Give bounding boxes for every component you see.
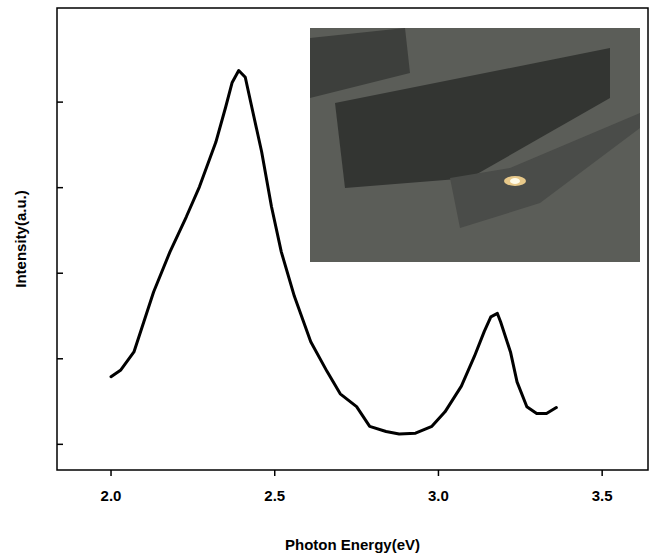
x-tick-label: 3.0 [428,487,449,504]
x-tick-label: 2.0 [101,487,122,504]
inset-glow [504,176,526,186]
y-axis-title: Intensity(a.u.) [12,190,29,288]
chart: 2.0 2.5 3.0 3.5 Photon Energy(eV) Intensity(a… [0,0,663,559]
inset-glow [510,178,520,184]
spectrum-line [111,70,556,434]
y-tick [57,358,63,360]
inset-shape [450,113,640,228]
inset-photo [310,28,640,262]
x-tick-label: 2.5 [264,487,285,504]
inset-shape [310,28,410,98]
plot-frame [57,8,648,470]
x-tick [438,470,440,476]
x-tick [110,470,112,476]
y-tick [57,187,63,189]
y-tick [57,272,63,274]
y-tick [57,101,63,103]
inset-background [310,28,640,262]
x-tick-label: 3.5 [592,487,613,504]
x-axis-title: Photon Energy(eV) [285,536,420,553]
plot-area [111,70,556,434]
x-tick [601,470,603,476]
x-tick [274,470,276,476]
y-tick [57,444,63,446]
